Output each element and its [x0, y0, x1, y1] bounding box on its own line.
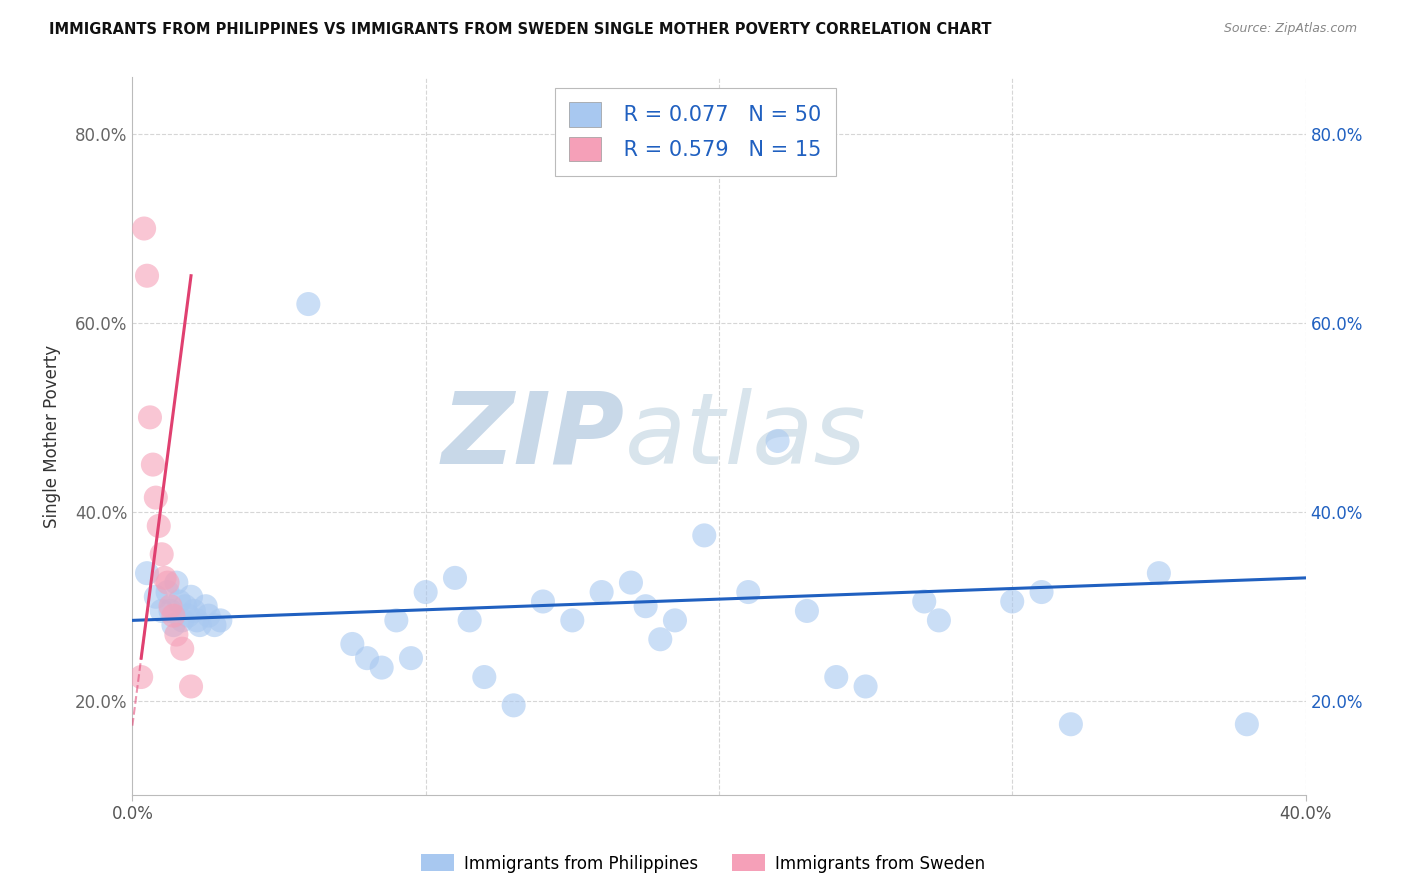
Point — [737, 585, 759, 599]
Point — [855, 680, 877, 694]
Point — [385, 613, 408, 627]
Point — [912, 594, 935, 608]
Point — [188, 618, 211, 632]
Legend:  R = 0.077   N = 50,  R = 0.579   N = 15: R = 0.077 N = 50, R = 0.579 N = 15 — [555, 87, 837, 176]
Point — [142, 458, 165, 472]
Point — [180, 590, 202, 604]
Point — [1001, 594, 1024, 608]
Point — [444, 571, 467, 585]
Point — [399, 651, 422, 665]
Point — [139, 410, 162, 425]
Point — [132, 221, 155, 235]
Point — [796, 604, 818, 618]
Point — [766, 434, 789, 448]
Point — [150, 547, 173, 561]
Point — [342, 637, 364, 651]
Point — [561, 613, 583, 627]
Point — [159, 599, 181, 614]
Point — [145, 590, 167, 604]
Point — [177, 608, 200, 623]
Point — [204, 618, 226, 632]
Point — [472, 670, 495, 684]
Point — [1031, 585, 1053, 599]
Point — [370, 660, 392, 674]
Point — [1147, 566, 1170, 581]
Point — [156, 585, 179, 599]
Point — [928, 613, 950, 627]
Text: ZIP: ZIP — [441, 388, 626, 484]
Point — [634, 599, 657, 614]
Point — [1060, 717, 1083, 731]
Point — [591, 585, 613, 599]
Point — [1236, 717, 1258, 731]
Text: atlas: atlas — [626, 388, 866, 484]
Text: Source: ZipAtlas.com: Source: ZipAtlas.com — [1223, 22, 1357, 36]
Point — [531, 594, 554, 608]
Point — [129, 670, 152, 684]
Point — [136, 566, 159, 581]
Point — [693, 528, 716, 542]
Point — [148, 519, 170, 533]
Point — [197, 608, 219, 623]
Point — [209, 613, 232, 627]
Point — [502, 698, 524, 713]
Point — [136, 268, 159, 283]
Point — [153, 571, 176, 585]
Point — [169, 594, 191, 608]
Point — [415, 585, 437, 599]
Point — [165, 627, 187, 641]
Point — [162, 608, 184, 623]
Y-axis label: Single Mother Poverty: Single Mother Poverty — [44, 344, 60, 528]
Point — [650, 632, 672, 647]
Point — [620, 575, 643, 590]
Point — [664, 613, 686, 627]
Legend: Immigrants from Philippines, Immigrants from Sweden: Immigrants from Philippines, Immigrants … — [415, 847, 991, 880]
Point — [165, 575, 187, 590]
Point — [172, 613, 194, 627]
Point — [162, 618, 184, 632]
Point — [159, 604, 181, 618]
Point — [174, 599, 197, 614]
Point — [297, 297, 319, 311]
Point — [150, 604, 173, 618]
Point — [356, 651, 378, 665]
Point — [172, 641, 194, 656]
Text: IMMIGRANTS FROM PHILIPPINES VS IMMIGRANTS FROM SWEDEN SINGLE MOTHER POVERTY CORR: IMMIGRANTS FROM PHILIPPINES VS IMMIGRANT… — [49, 22, 991, 37]
Point — [183, 604, 205, 618]
Point — [156, 575, 179, 590]
Point — [194, 599, 217, 614]
Point — [825, 670, 848, 684]
Point — [145, 491, 167, 505]
Point — [180, 680, 202, 694]
Point — [458, 613, 481, 627]
Point — [186, 613, 208, 627]
